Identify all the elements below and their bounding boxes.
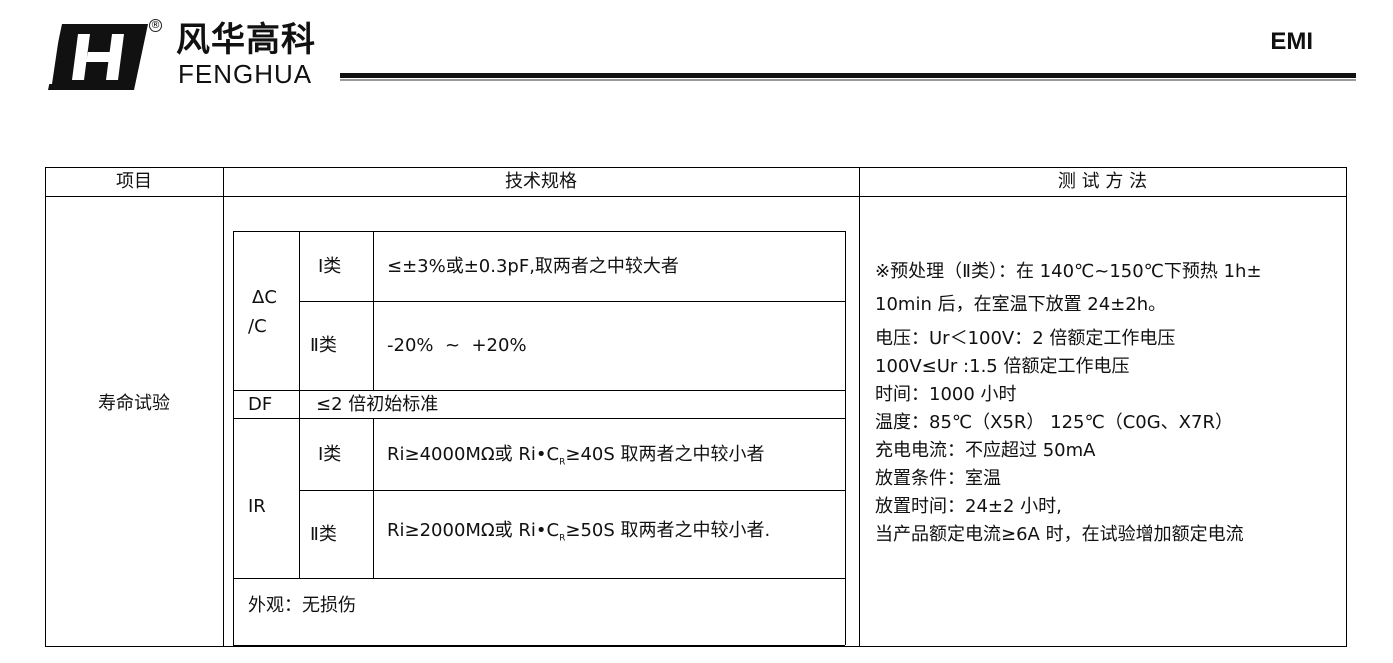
- appearance-value: 外观：无损伤: [248, 595, 356, 616]
- method-line: 放置条件：室温: [875, 468, 1001, 489]
- method-line: 充电电流：不应超过 50mA: [875, 440, 1096, 461]
- method-line: 10min 后，在室温下放置 24±2h。: [875, 294, 1167, 315]
- method-line: ※预处理（Ⅱ类）：在 140℃~150℃下预热 1h±: [875, 261, 1262, 282]
- registered-mark: ®: [149, 19, 162, 32]
- fenghua-logo-icon: [48, 24, 148, 90]
- method-line: 电压：Ur＜100V：2 倍额定工作电压: [875, 328, 1176, 349]
- document-title: EMI: [1270, 28, 1313, 55]
- brand-name-cn: 风华高科: [176, 20, 316, 60]
- df-value: ≤2 倍初始标准: [316, 394, 439, 415]
- method-line: 100V≤Ur :1.5 倍额定工作电压: [875, 356, 1130, 377]
- column-header-spec: 技术规格: [505, 171, 577, 192]
- dc-label-line1: ΔC: [252, 287, 277, 308]
- method-line: 温度：85℃（X5R） 125℃（C0G、X7R）: [875, 412, 1233, 433]
- ir-class1-label: Ⅰ类: [318, 444, 342, 465]
- df-label: DF: [248, 394, 273, 415]
- dc-class1-label: Ⅰ类: [318, 256, 342, 277]
- item-name: 寿命试验: [98, 393, 170, 414]
- ir-class1-value: Ri≥4000MΩ或 Ri•CR≥40S 取两者之中较小者: [387, 444, 765, 468]
- ir-class2-value: Ri≥2000MΩ或 Ri•CR≥50S 取两者之中较小者.: [387, 520, 771, 544]
- method-line: 当产品额定电流≥6A 时，在试验增加额定电流: [875, 524, 1244, 545]
- method-line: 放置时间：24±2 小时,: [875, 496, 1062, 517]
- brand-name-en: FENGHUA: [178, 59, 313, 89]
- column-header-method: 测 试 方 法: [1057, 171, 1148, 192]
- dc-class2-label: Ⅱ类: [310, 335, 337, 356]
- method-line: 时间：1000 小时: [875, 384, 1017, 405]
- header-rule: [340, 73, 1356, 78]
- ir-class2-label: Ⅱ类: [310, 524, 337, 545]
- dc-class1-value: ≤±3%或±0.3pF,取两者之中较大者: [387, 256, 679, 277]
- dc-label-line2: /C: [248, 316, 267, 337]
- column-header-item: 项目: [116, 171, 152, 192]
- dc-class2-value: -20% ~ +20%: [387, 335, 527, 356]
- ir-label: IR: [248, 496, 266, 517]
- header-rule-shadow: [340, 79, 1356, 81]
